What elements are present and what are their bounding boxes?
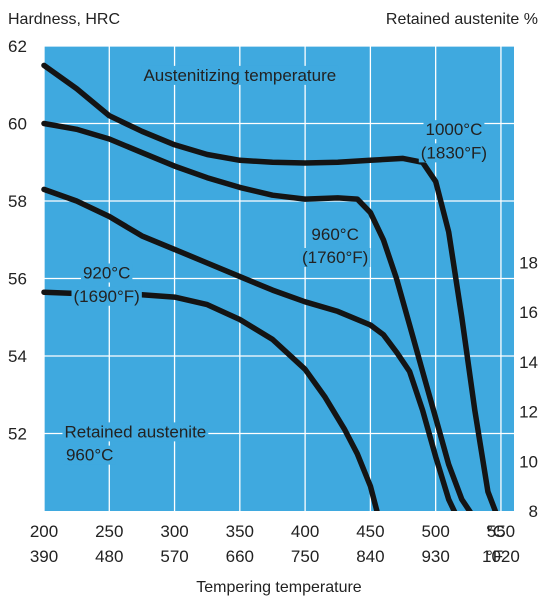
x-unit-f: °F [486,547,503,566]
curve-2 [41,120,473,511]
annotation-background [71,286,142,306]
y-tick-label-left: 56 [8,270,27,289]
y-tick-label-right: 12 [519,403,538,422]
x-unit-c: °C [486,522,505,541]
x-tick-label-c: 300 [160,522,188,541]
x-tick-label-f: 930 [421,547,449,566]
annotation-label: 1000°C [425,120,482,139]
curve-3 [41,186,458,511]
annotation-background [63,445,116,465]
y-tick-label-right: 16 [519,303,538,322]
x-tick-label-f: 390 [30,547,58,566]
x-tick-label-c: 250 [95,522,123,541]
annotation-label: (1760°F) [302,248,368,267]
annotations: Austenitizing temperature 1000°C (1830°F) 9… [62,65,490,465]
y-tick-label-left: 60 [8,115,27,134]
annotation-label: 960°C [311,225,358,244]
y-tick-label-right: 14 [519,353,538,372]
annotation-label: 920°C [83,264,130,283]
x-tick-label-f: 480 [95,547,123,566]
x-tick-label-f: 570 [160,547,188,566]
curves [41,62,499,511]
x-tick-label-c: 350 [226,522,254,541]
x-tick-label-f: 660 [226,547,254,566]
y-axis-title-left: Hardness, HRC [8,11,120,28]
x-tick-label-c: 200 [30,522,58,541]
annotation-label: 960°C [66,446,113,465]
y-tick-label-left: 54 [8,347,27,366]
x-tick-label-f: 1020 [482,547,520,566]
y-tick-label-right: 10 [519,452,538,471]
y-tick-label-left: 58 [8,192,27,211]
annotation-label: (1830°F) [421,143,487,162]
y-axis-title-right: Retained austenite % [386,11,538,28]
x-tick-label-c: 550 [487,522,515,541]
x-tick-label-f: 840 [356,547,384,566]
annotation-background [309,224,361,244]
annotation-background [141,65,339,85]
labels: 200 390 250 480 300 570 350 660 400 750 450 840 500 9… [8,37,538,566]
x-tick-label-c: 500 [421,522,449,541]
annotation-label: Retained austenite [64,422,206,441]
x-tick-label-c: 450 [356,522,384,541]
y-tick-label-right: 8 [529,502,538,521]
annotation-background [299,248,371,267]
annotation-label: Austenitizing temperature [143,66,336,85]
annotation-background [80,263,133,283]
annotation-background [62,422,209,442]
annotation-background [418,143,490,163]
y-tick-label-right: 18 [519,253,538,272]
x-tick-label-f: 750 [291,547,319,566]
annotation-background [423,120,485,140]
x-tick-label-c: 400 [291,522,319,541]
y-tick-label-left: 52 [8,425,27,444]
annotation-label: (1690°F) [74,287,140,306]
curve-4 [41,289,380,511]
x-axis-title: Tempering temperature [196,579,362,596]
curve-1 [41,62,499,511]
y-tick-label-left: 62 [8,37,27,56]
